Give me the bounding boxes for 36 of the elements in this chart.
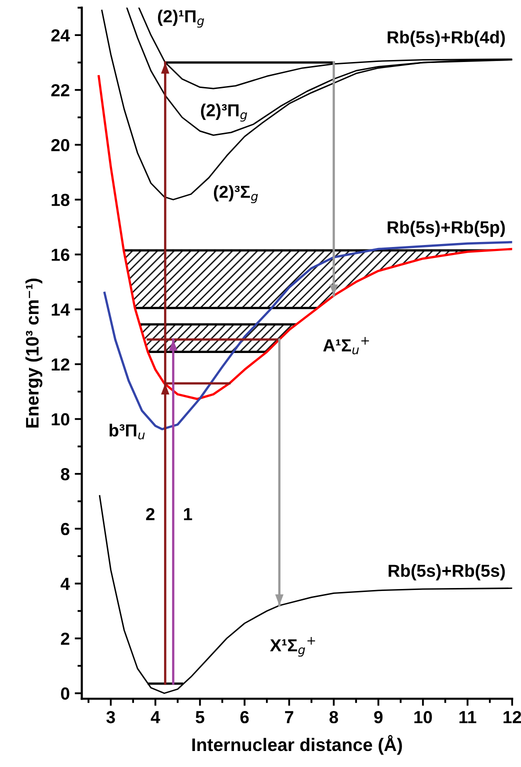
x-tick-label: 4 [150,711,160,724]
annotation: Rb(5s)+Rb(5s) [388,564,505,580]
x-tick-label: 3 [106,711,115,724]
series-label: (2)³Σ$_{g}$ [214,185,258,204]
y-tick-label: 4 [60,578,70,590]
y-tick-label: 2 [60,632,70,645]
y-tick-label: 22 [51,84,70,96]
x-tick-label: 6 [240,711,249,724]
y-tick-label: 12 [52,358,70,370]
x-tick-label: 12 [504,711,521,724]
annotation: Rb(5s)+Rb(4d) [388,30,505,47]
y-tick-label: 24 [51,29,70,42]
x-axis-title: Internuclear distance (Å) [192,735,402,755]
series-label: A¹Σ$_{u}$$^{+}$ [323,337,369,354]
series-label: 1 [184,508,192,520]
x-tick-label: 5 [196,711,204,724]
y-tick-label: 16 [52,248,70,261]
y-tick-label: 20 [51,138,70,152]
x-tick-label: 10 [414,711,432,724]
series-label: (2)¹Π$_{g}$ [158,10,204,28]
y-tick-label: 10 [52,413,70,426]
series-label: b³Π$_{u}$ [110,424,145,440]
y-tick-label: 18 [52,194,70,206]
y-axis-title: Energy (10³ cm⁻¹) [25,278,42,428]
y-tick-label: 8 [60,468,70,480]
series-label: 2 [146,508,154,520]
x-tick-label: 7 [285,711,294,724]
x-tick-label: 8 [329,711,338,724]
y-tick-label: 6 [60,522,70,536]
x-tick-label: 9 [374,711,383,724]
series-label: (2)³Π$_{g}$ [201,104,248,122]
y-tick-label: 0 [61,687,70,700]
y-tick-label: 14 [52,304,70,316]
x-tick-label: 11 [459,711,476,724]
annotation: Rb(5s)+Rb(5p) [388,220,505,237]
series-label: X¹Σ$_{g}$$^{+}$ [270,637,316,657]
